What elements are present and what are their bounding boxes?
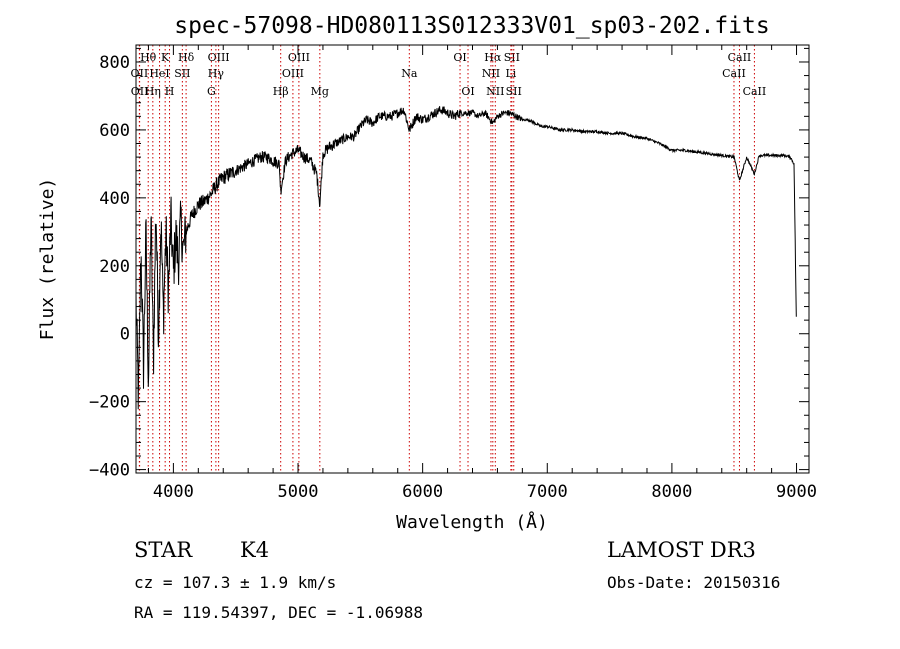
spectral-line-label: CaII: [743, 85, 767, 98]
plot-frame: [135, 44, 810, 474]
spectral-line-label: OII: [131, 85, 149, 98]
spectral-line-label: SII: [174, 67, 190, 80]
axis-ticks-layer: 4000 5000 6000 7000 8000 9000 −400 −200 0 200 400 6…: [89, 45, 817, 502]
spectral-line-label: K: [161, 51, 170, 64]
x-tick-label: 6000: [402, 482, 443, 502]
spectral-line-label: OI: [461, 85, 474, 98]
x-tick-label: 7000: [527, 482, 568, 502]
y-tick-label: 600: [99, 121, 130, 141]
x-axis-label: Wavelength (Å): [396, 511, 548, 533]
spectral-line-label: Na: [401, 67, 418, 80]
spectral-line-label: H: [165, 85, 175, 98]
y-tick-label: 800: [99, 53, 130, 73]
spectral-line-label: OI: [453, 51, 466, 64]
spectral-line-label: OIII: [288, 51, 310, 64]
spectral-line-label: Hγ: [208, 67, 225, 80]
spectral-line-label: SII: [506, 85, 522, 98]
spectral-line-label: NII: [486, 85, 504, 98]
spectral-line-label: Hδ: [178, 51, 195, 64]
y-tick-label: 0: [120, 325, 130, 345]
spectral-line-label: NII: [482, 67, 500, 80]
object-class: STAR: [134, 538, 193, 562]
x-tick-label: 5000: [278, 482, 319, 502]
object-subclass: K4: [240, 538, 270, 562]
spectral-line-label: CaII: [728, 51, 752, 64]
y-axis-label: Flux (relative): [37, 178, 58, 341]
coordinates-text: RA = 119.54397, DEC = -1.06988: [134, 603, 423, 622]
y-tick-label: −400: [89, 461, 130, 481]
spectral-line-label: G: [207, 85, 216, 98]
survey-name: LAMOST DR3: [607, 538, 756, 562]
x-tick-label: 8000: [651, 482, 692, 502]
spectral-line-label: SII: [504, 51, 520, 64]
x-tick-label: 9000: [776, 482, 817, 502]
obs-date-text: Obs-Date: 20150316: [607, 573, 781, 592]
spectral-line-label: OIII: [282, 67, 304, 80]
y-tick-label: 400: [99, 189, 130, 209]
spectral-line-label: HeI: [149, 67, 169, 80]
spectral-line-label: CaII: [722, 67, 746, 80]
spectrum-series-line: [135, 106, 797, 410]
spectral-line-label: Mg: [311, 85, 329, 98]
spectral-line-label: Hα: [484, 51, 502, 64]
spectral-line-label: OIII: [208, 51, 230, 64]
x-tick-label: 4000: [153, 482, 194, 502]
spectral-line-label: Hη: [145, 85, 161, 98]
spectral-line-label: Hβ: [273, 85, 289, 98]
y-tick-label: −200: [89, 393, 130, 413]
chart-title: spec-57098-HD080113S012333V01_sp03-202.f…: [174, 13, 769, 39]
redshift-text: cz = 107.3 ± 1.9 km/s: [134, 573, 337, 592]
spectral-line-label: Li: [505, 67, 516, 80]
y-tick-label: 200: [99, 257, 130, 277]
